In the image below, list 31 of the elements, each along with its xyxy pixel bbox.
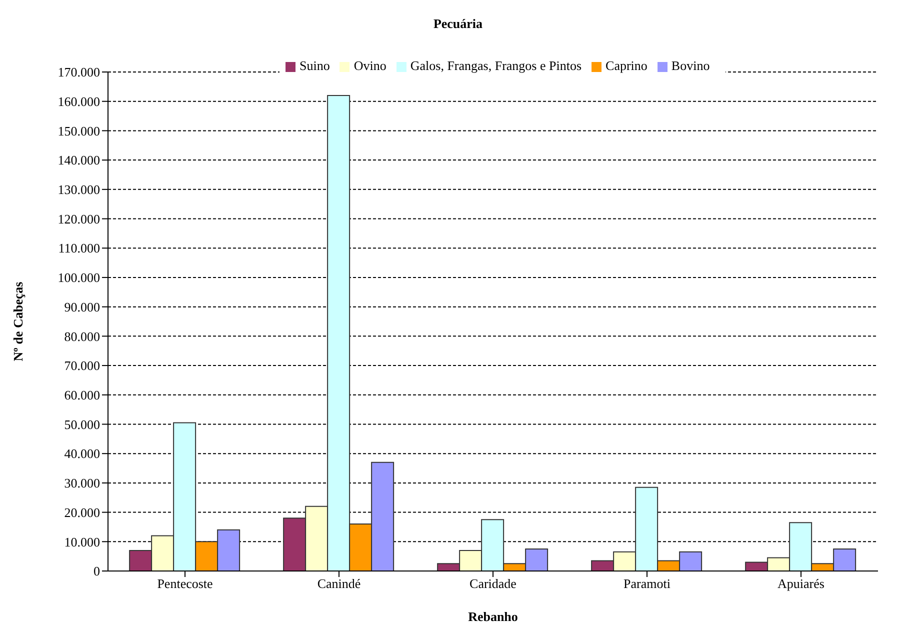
legend-label: Ovino <box>354 58 386 73</box>
y-tick-label: 50.000 <box>64 416 100 432</box>
x-tick-label: Canindé <box>317 576 361 592</box>
y-tick-label: 100.000 <box>58 270 100 286</box>
legend-label: Suino <box>300 58 330 73</box>
y-tick-label: 80.000 <box>64 328 100 344</box>
y-tick-label: 160.000 <box>58 94 100 109</box>
y-tick-label: 30.000 <box>64 476 100 491</box>
y-tick-label: 90.000 <box>64 299 100 314</box>
y-tick-label: 40.000 <box>64 446 100 462</box>
y-tick-label: 120.000 <box>58 211 100 226</box>
x-axis-title: Rebanho <box>468 609 518 624</box>
y-tick-label: 70.000 <box>64 358 100 374</box>
y-tick-label: 0 <box>94 564 100 579</box>
x-tick-label: Caridade <box>470 576 517 592</box>
legend-label: Bovino <box>671 58 710 73</box>
y-tick-label: 140.000 <box>58 152 100 168</box>
y-tick-label: 20.000 <box>64 504 100 520</box>
y-tick-label: 110.000 <box>58 240 100 256</box>
y-axis-title: Nº de Cabeças <box>10 282 26 362</box>
y-tick-label: 60.000 <box>64 387 100 402</box>
x-tick-label: Pentecoste <box>157 576 214 592</box>
x-tick-label: Apuiarés <box>778 576 824 592</box>
legend-label: Galos, Frangas, Frangos e Pintos <box>410 58 582 73</box>
chart-title: Pecuária <box>432 15 484 33</box>
legend-label: Caprino <box>606 58 648 73</box>
y-tick-label: 130.000 <box>58 182 100 198</box>
y-tick-label: 10.000 <box>64 534 100 550</box>
y-tick-label: 170.000 <box>58 64 100 80</box>
x-tick-label: Paramoti <box>624 576 671 592</box>
y-tick-label: 150.000 <box>58 123 100 138</box>
